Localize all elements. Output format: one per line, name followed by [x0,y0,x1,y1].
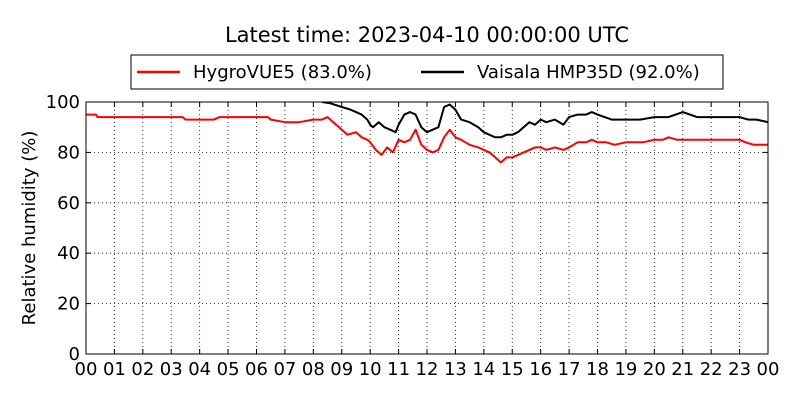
x-tick-label: 21 [671,359,694,380]
x-tick-label: 00 [75,359,98,380]
x-tick-label: 22 [700,359,723,380]
x-tick-label: 07 [273,359,296,380]
x-tick-label: 11 [387,359,410,380]
x-tick-label: 19 [614,359,637,380]
x-tick-label: 01 [103,359,126,380]
chart-title: Latest time: 2023-04-10 00:00:00 UTC [225,23,629,47]
x-tick-label: 09 [330,359,353,380]
x-tick-label: 17 [558,359,581,380]
x-tick-label: 06 [245,359,268,380]
x-tick-label: 15 [501,359,524,380]
y-tick-label: 0 [69,344,80,365]
y-tick-label: 20 [57,294,80,315]
x-tick-label: 05 [217,359,240,380]
x-tick-label: 14 [472,359,495,380]
x-tick-label: 02 [131,359,154,380]
legend: HygroVUE5 (83.0%) Vaisala HMP35D (92.0%) [130,54,724,90]
y-axis: 0 20 40 60 80 100 [46,92,768,365]
y-tick-label: 80 [57,142,80,163]
x-tick-label: 08 [302,359,325,380]
x-tick-label: 23 [728,359,751,380]
x-tick-label: 20 [643,359,666,380]
series-lines [86,102,768,164]
grid [86,102,768,354]
y-axis-label: Relative humidity (%) [19,131,40,326]
y-tick-label: 100 [46,92,80,113]
y-tick-label: 40 [57,243,80,264]
x-tick-label: 03 [160,359,183,380]
x-tick-label: 18 [586,359,609,380]
legend-label-hygrovue5: HygroVUE5 (83.0%) [193,62,372,83]
x-axis: 00 01 02 03 04 05 06 07 08 09 10 11 12 13 14 15 16 17 18 19… [75,102,780,380]
x-tick-label: 16 [529,359,552,380]
x-tick-label: 13 [444,359,467,380]
x-tick-label: 12 [416,359,439,380]
series-line-hygrovue5 [86,113,768,164]
y-tick-label: 60 [57,193,80,214]
x-tick-label: 00 [757,359,780,380]
x-tick-label: 10 [359,359,382,380]
legend-label-vaisala: Vaisala HMP35D (92.0%) [477,62,700,83]
series-line-vaisala [321,102,768,139]
x-tick-label: 04 [188,359,211,380]
